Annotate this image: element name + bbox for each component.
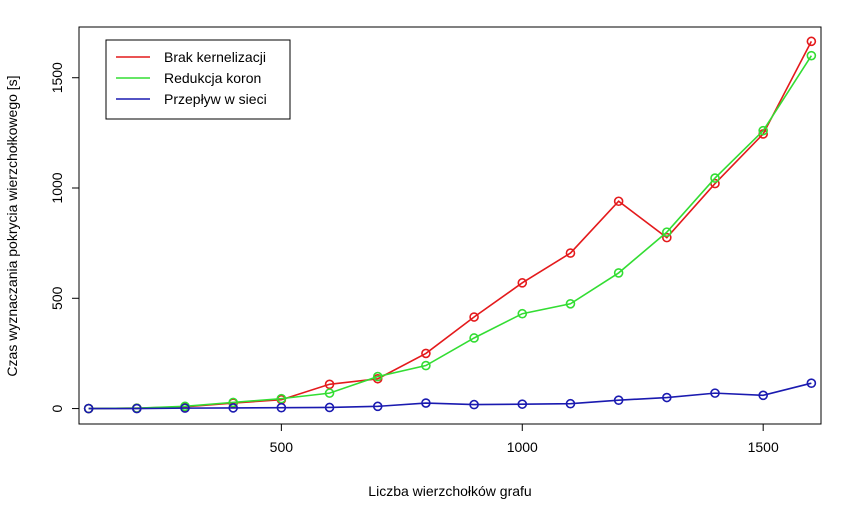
y-tick-label: 0 <box>49 404 65 412</box>
y-tick-label: 500 <box>49 286 65 310</box>
legend-label: Redukcja koron <box>164 70 261 86</box>
data-point <box>469 312 479 322</box>
data-point <box>324 379 335 390</box>
legend-box <box>105 39 291 120</box>
data-point <box>469 333 479 343</box>
data-point <box>421 348 431 359</box>
data-point <box>662 232 672 243</box>
x-tick-label: 500 <box>270 439 294 455</box>
legend-label: Brak kernelizacji <box>164 49 266 65</box>
data-point <box>806 36 817 47</box>
data-point <box>276 393 287 404</box>
data-point <box>180 403 190 413</box>
series-line <box>88 382 812 410</box>
data-point <box>710 173 720 183</box>
data-point <box>324 388 335 398</box>
x-tick-label: 1500 <box>748 439 779 455</box>
data-point <box>758 125 768 136</box>
data-point <box>565 298 576 309</box>
data-point <box>469 399 479 410</box>
data-point <box>517 399 528 409</box>
data-point <box>228 397 238 408</box>
data-point <box>613 196 624 207</box>
plot-frame <box>78 26 822 425</box>
data-point <box>421 398 431 408</box>
legend-label: Przepływ w sieci <box>164 91 267 107</box>
x-tick-label: 1000 <box>507 439 538 455</box>
data-point <box>565 398 576 409</box>
data-point <box>324 402 335 413</box>
data-point <box>372 401 383 412</box>
series-layer <box>83 36 817 414</box>
data-point <box>565 248 576 258</box>
y-tick-label: 1500 <box>49 62 65 93</box>
data-point <box>83 403 94 414</box>
data-point <box>276 402 287 413</box>
data-point <box>806 378 817 388</box>
series-line <box>88 55 813 410</box>
data-point <box>421 360 431 371</box>
x-axis-title: Liczba wierzchołków grafu <box>368 483 531 499</box>
x-axis: 500 1000 1500 <box>270 424 779 455</box>
y-axis: 0 500 1000 1500 <box>49 62 79 412</box>
data-point <box>662 392 672 403</box>
data-point <box>710 388 720 398</box>
data-point <box>613 395 624 405</box>
data-point <box>517 308 528 319</box>
legend: Brak kernelizacji Redukcja koron Przepływ … <box>105 39 291 120</box>
data-point <box>228 403 238 413</box>
data-point <box>613 268 624 278</box>
data-point <box>132 403 142 414</box>
series-1 <box>83 50 817 414</box>
data-point <box>517 278 528 288</box>
y-axis-title: Czas wyznaczania pokrycia wierzchołkoweg… <box>4 75 20 376</box>
data-point <box>372 371 383 382</box>
y-tick-label: 1000 <box>49 172 65 203</box>
data-point <box>758 390 768 401</box>
data-point <box>806 50 817 61</box>
series-2 <box>83 378 817 414</box>
data-point <box>662 227 672 237</box>
